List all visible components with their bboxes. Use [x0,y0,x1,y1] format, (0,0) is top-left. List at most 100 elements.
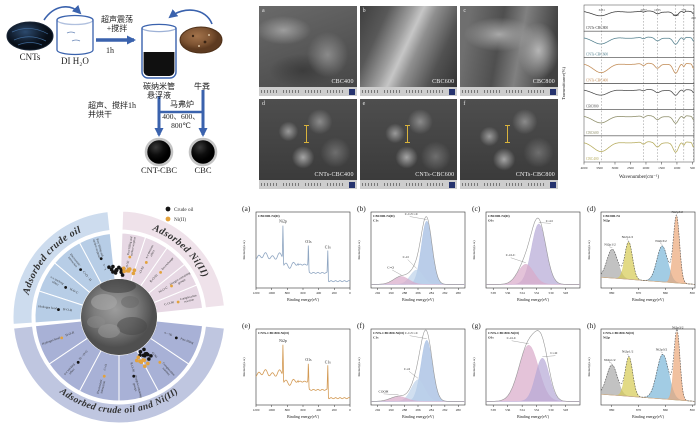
survey-peak-label: C1s [325,360,331,364]
xps-panel-h: (h) CNTs-CBC800-Ni(II) Ni2p Ni2p1/2 Ni2p1/2 N… [585,319,699,427]
fitted-peak-C=O [371,276,465,285]
panel-sample-label: CBC800-Ni(II) [488,214,510,218]
mechanism-dot [174,336,178,340]
fit-peak-label: Ni2p1/2 [622,350,634,354]
ftir-series-label: CBC400 [586,157,599,161]
crude-oil-dot [147,357,151,361]
survey-peak-label: Ni2p [279,220,287,224]
mechanism-label: Pore filling andsurface sorption [92,238,105,259]
mechanism-label: Hydrogen bond [42,335,61,345]
survey-spectrum-line [255,225,351,283]
suspension-label: 碳纳米管 悬浮液 [143,82,175,101]
fitted-peak-COOH [371,396,465,402]
xps-panel-g: (g) CNTs-CBC800-Ni(II) O1s C-O-C C=O 538 536 53… [470,319,584,427]
cnt-cbc-product [144,137,174,167]
crude-oil-dot [109,267,114,272]
survey-peak-label: O1s [305,358,312,362]
xps-panel-d: (d) CBC800-Ni Ni2p Ni2p1/2 Ni2p1/2 Ni2p3/2 Ni2… [585,202,699,318]
water-squiggles [66,31,81,42]
mechanism-label: Oxygen-containinggroups [131,375,144,400]
panel-letter: (e) [242,321,251,330]
xps-grid: (a) CBC800-Ni(II) Ni2p O1s C1s 1200 1000 800 600… [240,202,699,426]
mechanism-dot [99,257,103,261]
mechanism-label: Hydrogen bond [38,304,58,310]
x-tick-label: 530 [549,408,554,412]
ftir-x-label: Wavenumber(cm⁻¹) [619,174,659,180]
survey-peak-label: Ni2p [279,339,287,343]
x-tick-label: 200 [332,408,337,412]
sem-panel-CNTs-CBC600: e CNTs-CBC600 [359,99,458,189]
fit-peak-label: Ni2p3/2 [672,326,684,330]
nickel-dot [122,269,126,274]
ftir-x-tick: 4000 [581,166,588,170]
mechanism-dot [64,286,68,289]
sem-logo-chip [449,88,456,95]
x-tick-label: 200 [332,291,337,295]
sem-logo-chip [449,181,456,188]
y-axis-label: Intensity(a.u.) [472,357,476,376]
x-tick-label: 860 [663,291,668,295]
fit-peak-label: C-C/C=C [405,212,419,216]
mechanism-dot [60,336,64,340]
x-tick-label: 536 [505,291,510,295]
panel-letter: (f) [357,321,365,330]
fit-peak-label: C=O [387,265,394,269]
x-tick-label: 880 [609,291,614,295]
crude-oil-dot [119,270,123,274]
furnace-label: 马弗炉 [170,100,194,109]
x-tick-label: 290 [389,291,394,295]
mechanism-formula: R-O-Ni [129,362,135,373]
xps-svg: (h) CNTs-CBC800-Ni(II)Ni2p Ni2p1/2 Ni2p1/2 N… [587,321,696,419]
x-tick-label: 860 [663,408,668,412]
cow-dung-image [179,26,223,54]
fit-peak-label: C-O [403,255,410,259]
envelope-line [486,217,580,285]
mechanism-label: Complexationreaction [180,293,199,304]
ftir-peak-label: 2077 [640,8,647,12]
sem-panel-CNTs-CBC400: d CNTs-CBC400 [259,99,357,189]
panel-letter: (c) [472,204,481,213]
ftir-x-tick: 2000 [643,166,650,170]
mechanism-formula: C=O [103,363,109,371]
survey-peak-label: O1s [305,240,312,244]
mechanism-label: π-π stackingeffect [48,275,65,289]
x-tick-label: 292 [375,408,380,412]
legend-label: Crude oil [174,207,194,213]
crude-oil-dot [107,265,111,270]
cnt-texture [11,28,49,46]
nickel-dot [131,271,136,276]
mechanism-dot [128,255,132,259]
mechanism-label: Electrostaticinteraction [96,378,107,395]
crude-oil-dot [141,353,146,358]
x-tick-label: 850 [690,291,695,295]
x-tick-label: 284 [429,408,434,412]
panel-letter: (a) [242,204,251,213]
mechanism-label: n-π electroneffect [144,244,157,261]
x-tick-label: 280 [456,408,461,412]
mechanism-formula: π···π [102,263,108,271]
x-axis-label: Binding energy(eV) [632,414,665,419]
dry-branch-label: 超声、搅拌1h 并烘干 [88,101,136,120]
mechanism-formula: C-O-Ni [164,300,175,306]
panel-region-label: O1s [488,219,494,223]
mechanism-dot [144,261,148,264]
xps-svg: (b) CBC800-Ni(II)C1s C-C/C=C C-O C=O 292 290 28… [357,204,466,302]
fit-peak-label: Ni2p3/2 [655,239,667,243]
nickel-dot [136,355,141,360]
panel-sample-label: CNTs-CBC800-Ni(II) [488,331,519,335]
legend-label: Ni(II) [174,216,186,223]
ftir-series-label: CBC600 [586,131,599,135]
xps-svg: (a) CBC800-Ni(II) Ni2p O1s C1s 1200 1000 800 600… [242,204,351,302]
mechanism-formula: H-O-C [69,287,80,295]
panel-region-label: O1s [488,336,494,340]
fit-peak-label: Ni2p1/2 [622,235,634,239]
curved-arrow-cnts-to-water [43,4,82,21]
x-tick-label: 880 [609,408,614,412]
x-axis-label: Binding energy(eV) [402,414,435,419]
sem-panel-CNTs-CBC800: f CNTs-CBC800 [460,99,558,189]
fitted-peak-C-O-C [486,264,580,285]
wheel-band-both [13,325,225,424]
sem-panel-label: CNTs-CBC400 [314,172,354,178]
x-tick-label: 286 [415,408,420,412]
ftir-series-CBC400 [583,141,694,153]
